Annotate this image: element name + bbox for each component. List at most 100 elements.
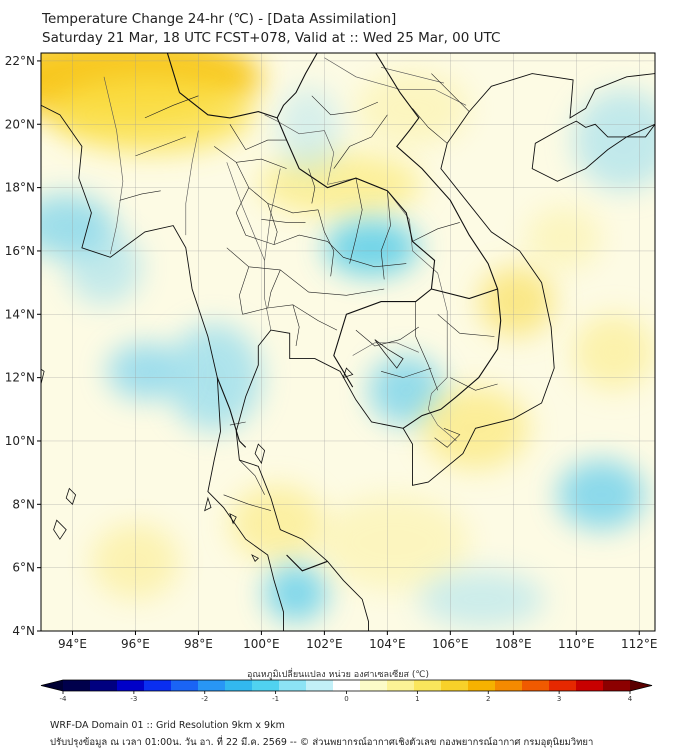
colorbar-tick-label: 3 bbox=[557, 695, 561, 703]
footer-model-info: WRF-DA Domain 01 :: Grid Resolution 9km … bbox=[50, 720, 285, 731]
province-boundary bbox=[236, 158, 287, 169]
field-blob-12 bbox=[573, 89, 655, 191]
colorbar-segment bbox=[468, 680, 496, 691]
river-line bbox=[185, 130, 199, 236]
field-blob-1 bbox=[50, 76, 252, 153]
colorbar-segment bbox=[576, 680, 604, 691]
lon-tick-label: 96°E bbox=[121, 637, 150, 651]
province-boundary bbox=[434, 428, 461, 448]
graticule bbox=[41, 53, 655, 631]
lat-tick-label: 22°N bbox=[5, 54, 35, 68]
province-boundary bbox=[412, 108, 448, 144]
field-blob-3 bbox=[324, 219, 419, 277]
river-line bbox=[226, 162, 265, 261]
province-boundary bbox=[355, 326, 419, 347]
river-line bbox=[352, 342, 419, 356]
field-blob-19 bbox=[418, 570, 545, 628]
country-border bbox=[166, 53, 181, 93]
colorbar-segment bbox=[171, 680, 199, 691]
province-boundary bbox=[144, 95, 199, 119]
colorbar-segment bbox=[144, 680, 172, 691]
colorbar-segment bbox=[63, 680, 91, 691]
colorbar-tick-label: 2 bbox=[486, 695, 490, 703]
country-border bbox=[375, 53, 502, 429]
lon-tick-label: 108°E bbox=[495, 637, 532, 651]
colorbar-segment bbox=[522, 680, 550, 691]
lon-tick-label: 110°E bbox=[558, 637, 595, 651]
colorbar-segment bbox=[279, 680, 307, 691]
province-boundary bbox=[415, 301, 438, 391]
country-border bbox=[286, 554, 328, 572]
field-blob-15 bbox=[573, 314, 655, 391]
province-boundary bbox=[431, 73, 470, 112]
lat-tick-label: 8°N bbox=[12, 497, 35, 511]
island-outline bbox=[251, 554, 259, 562]
province-boundary bbox=[437, 314, 495, 337]
colorbar-label: อุณหภูมิเปลี่ยนแปลง หน่วย องศาเซลเซียส (… bbox=[246, 670, 430, 680]
island-outline bbox=[229, 513, 237, 525]
lat-tick-label: 6°N bbox=[12, 561, 35, 575]
field-blob-9 bbox=[229, 485, 325, 562]
province-boundary bbox=[333, 114, 388, 169]
lon-tick-label: 94°E bbox=[58, 637, 87, 651]
province-boundary bbox=[380, 190, 391, 280]
lat-tick-label: 20°N bbox=[5, 117, 35, 131]
footer-credit: ปรับปรุงข้อมูล ณ เวลา 01:00น. วัน อา. ที… bbox=[50, 737, 594, 748]
colorbar-tick-label: 0 bbox=[344, 695, 348, 703]
province-boundary bbox=[311, 95, 379, 116]
province-boundary bbox=[381, 367, 432, 378]
colorbar-tick-label: -3 bbox=[130, 695, 137, 703]
colorbar-tick-label: 1 bbox=[415, 695, 419, 703]
province-boundary bbox=[229, 421, 246, 426]
colorbar-tick-label: -4 bbox=[60, 695, 68, 703]
colorbar-max-arrow bbox=[630, 680, 652, 691]
colorbar-tick-label: -2 bbox=[201, 695, 208, 703]
lon-tick-label: 98°E bbox=[184, 637, 213, 651]
river-line bbox=[381, 67, 445, 84]
island-outline bbox=[254, 443, 266, 465]
colorbar-segment bbox=[198, 680, 226, 691]
field-blob-21 bbox=[525, 206, 602, 270]
province-boundary bbox=[292, 304, 300, 347]
river-line bbox=[324, 57, 467, 106]
colorbar-segment bbox=[441, 680, 469, 691]
island-outline bbox=[204, 496, 212, 512]
field-blob-16 bbox=[318, 494, 470, 590]
lat-tick-label: 18°N bbox=[5, 181, 35, 195]
field-blob-14 bbox=[66, 228, 142, 305]
province-boundary bbox=[214, 146, 319, 214]
province-boundary bbox=[239, 459, 265, 495]
province-boundary bbox=[223, 494, 271, 511]
colorbar-segment bbox=[603, 680, 631, 691]
colorbar-segment bbox=[306, 680, 334, 691]
country-border bbox=[179, 92, 436, 388]
lon-tick-label: 100°E bbox=[243, 637, 280, 651]
island-outline bbox=[53, 519, 67, 540]
province-boundary bbox=[450, 377, 498, 391]
province-boundary bbox=[349, 178, 363, 264]
field-blob-20 bbox=[277, 86, 341, 175]
lat-tick-label: 4°N bbox=[12, 624, 35, 638]
colorbar-tick-label: -1 bbox=[272, 695, 279, 703]
colorbar-segment bbox=[333, 680, 361, 691]
country-border bbox=[216, 377, 247, 448]
country-border bbox=[276, 53, 318, 119]
river-line bbox=[103, 76, 124, 255]
lat-tick-label: 14°N bbox=[5, 307, 35, 321]
colorbar-segment bbox=[549, 680, 577, 691]
island-outline bbox=[65, 487, 77, 506]
field-blob-2 bbox=[258, 152, 422, 217]
colorbar-segment bbox=[90, 680, 118, 691]
lon-tick-label: 102°E bbox=[306, 637, 343, 651]
field-blob-7 bbox=[478, 266, 555, 337]
river-line bbox=[264, 260, 272, 331]
colorbar-segment bbox=[495, 680, 523, 691]
lon-tick-label: 104°E bbox=[369, 637, 406, 651]
colorbar-min-arrow bbox=[41, 680, 63, 691]
province-boundary bbox=[267, 269, 281, 309]
axis-ticks: 94°E 96°E 98°E 100°E 102°E 104°E 106°E 108°E 110… bbox=[5, 54, 658, 651]
map-title: Temperature Change 24-hr (℃) - [Data Ass… bbox=[42, 11, 397, 27]
colorbar-segment bbox=[360, 680, 388, 691]
colorbar: -4 -3 -2 -1 0 1 2 3 4 bbox=[40, 679, 653, 703]
province-boundary bbox=[135, 136, 186, 157]
